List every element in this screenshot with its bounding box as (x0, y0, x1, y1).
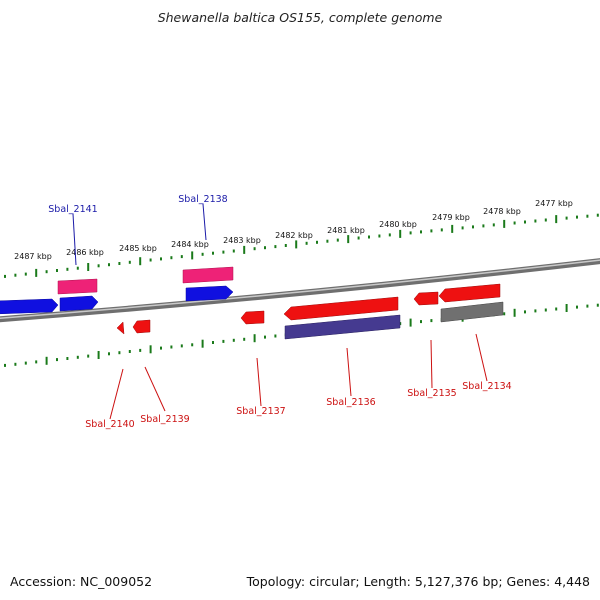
leader-Sbal_2136 (346, 347, 352, 397)
forward-cds-feature[interactable] (0, 298, 59, 315)
accession-text: Accession: NC_009052 (10, 574, 152, 589)
forward-cds-feature[interactable] (59, 295, 99, 312)
gene-label-Sbal_2139[interactable]: Sbal_2139 (140, 414, 189, 425)
scale-label-2486: 2486 kbp (66, 248, 104, 257)
gene-label-Sbal_2140[interactable]: Sbal_2140 (85, 419, 134, 430)
gene-label-Sbal_2138[interactable]: Sbal_2138 (178, 194, 227, 205)
leader-Sbal_2139 (144, 366, 166, 412)
scale-label-2485: 2485 kbp (119, 244, 157, 253)
gene-label-Sbal_2136[interactable]: Sbal_2136 (326, 397, 375, 408)
forward-highlight-features (57, 266, 234, 295)
forward-strand-features (0, 285, 234, 315)
gene-label-Sbal_2135[interactable]: Sbal_2135 (407, 388, 456, 399)
scale-label-2480: 2480 kbp (379, 220, 417, 229)
reverse-strand-features (116, 283, 501, 335)
reverse-alt-feature-blue[interactable] (284, 314, 401, 340)
map-title: Shewanella baltica OS155, complete genom… (158, 10, 443, 25)
leader-Sbal_2135 (430, 339, 433, 389)
forward-cds-feature[interactable] (185, 285, 234, 302)
leader-Sbal_2137 (256, 357, 262, 407)
leader-Sbal_2140 (109, 368, 124, 420)
gene-label-Sbal_2137[interactable]: Sbal_2137 (236, 406, 285, 417)
scale-label-2483: 2483 kbp (223, 236, 261, 245)
gene-Sbal_2140-feature[interactable] (116, 321, 125, 335)
genome-backbone-highlight (0, 259, 600, 319)
scale-label-2487: 2487 kbp (14, 252, 52, 261)
scale-label-2479: 2479 kbp (432, 213, 470, 222)
scale-label-2478: 2478 kbp (483, 207, 521, 216)
gene-Sbal_2141-feature[interactable] (57, 278, 98, 295)
outer-ruler-ticks (4, 213, 599, 278)
genome-summary-text: Topology: circular; Length: 5,127,376 bp… (246, 574, 590, 589)
scale-label-2477: 2477 kbp (535, 199, 573, 208)
leader-Sbal_2134 (475, 333, 488, 382)
gene-label-Sbal_2141[interactable]: Sbal_2141 (48, 204, 97, 215)
reverse-alt-features (284, 301, 504, 340)
gene-Sbal_2136-feature[interactable] (283, 296, 399, 321)
reverse-alt-feature-gray[interactable] (440, 301, 504, 323)
leader-Sbal_2138 (202, 203, 207, 241)
gene-label-Sbal_2134[interactable]: Sbal_2134 (462, 381, 511, 392)
genome-backbone-arc (0, 258, 600, 323)
gene-Sbal_2138-feature[interactable] (182, 266, 234, 284)
gene-Sbal_2134-feature[interactable] (438, 283, 501, 303)
leader-Sbal_2141 (72, 213, 77, 266)
label-leader-lines (72, 203, 488, 420)
gene-labels: Sbal_2141 Sbal_2138 Sbal_2140 Sbal_2139 … (48, 194, 511, 430)
gene-Sbal_2135-feature[interactable] (413, 291, 439, 306)
outer-scale-ruler: 2487 kbp 2486 kbp 2485 kbp 2484 kbp 2483… (4, 199, 599, 278)
gene-Sbal_2139-feature[interactable] (132, 319, 151, 334)
scale-label-2484: 2484 kbp (171, 240, 209, 249)
scale-label-2482: 2482 kbp (275, 231, 313, 240)
scale-label-2481: 2481 kbp (327, 226, 365, 235)
gene-Sbal_2137-feature[interactable] (240, 310, 265, 325)
